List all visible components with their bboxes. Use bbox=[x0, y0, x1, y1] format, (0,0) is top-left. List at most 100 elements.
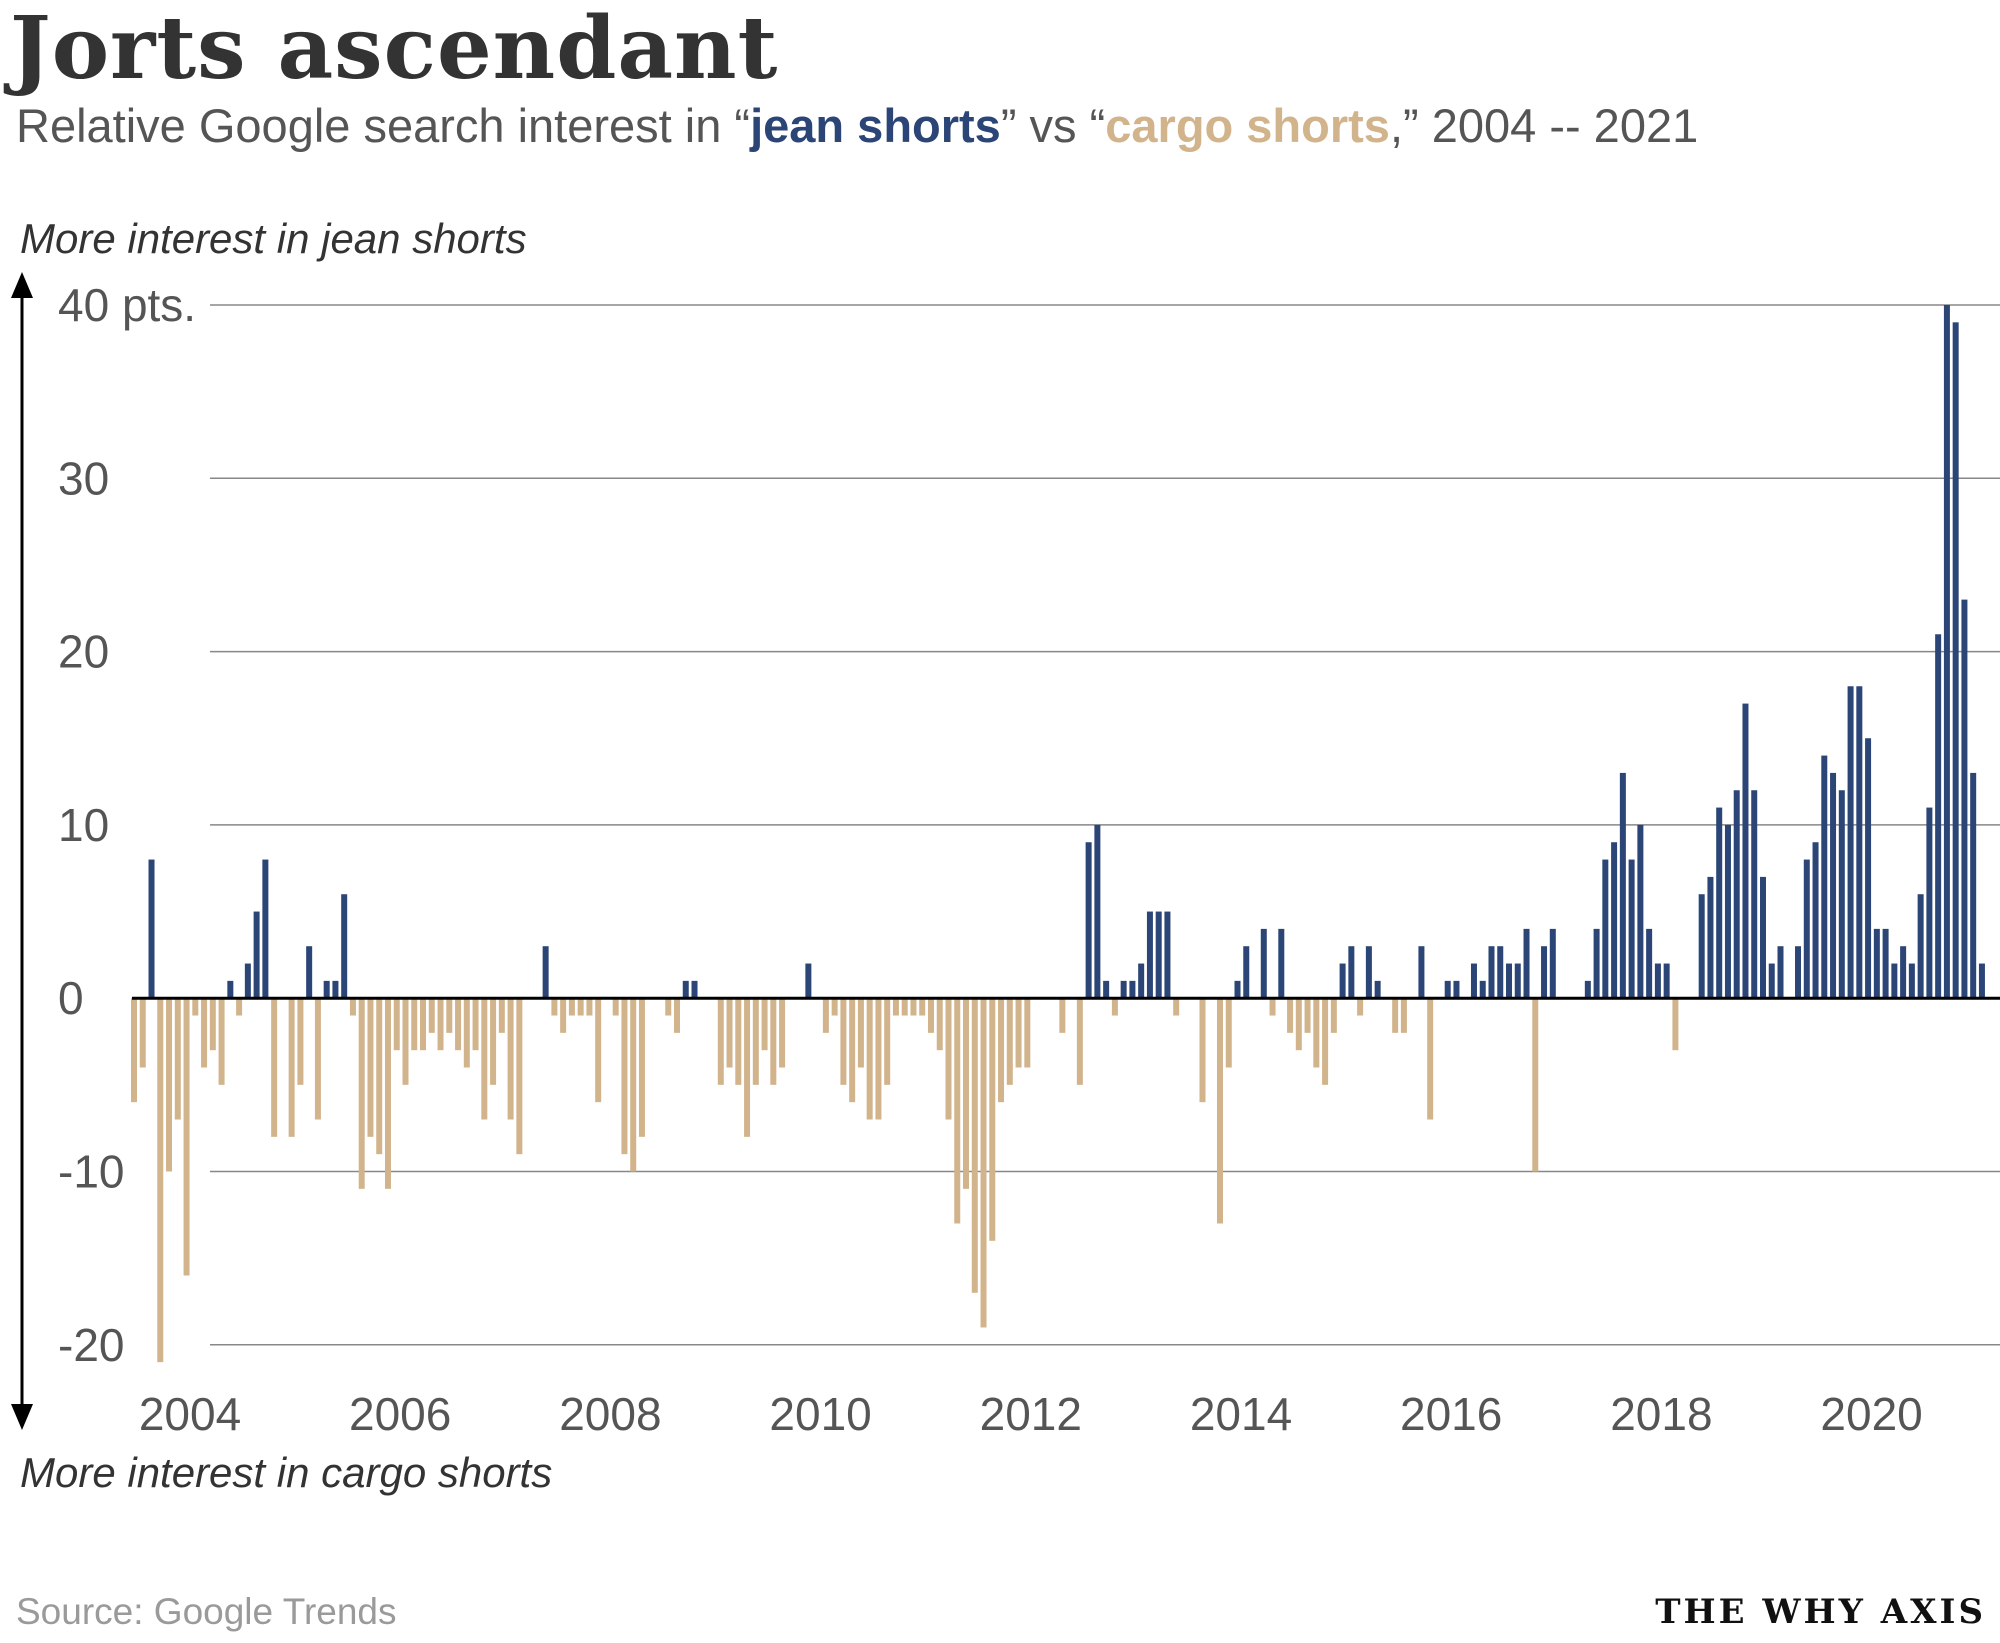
bar-cargo-shorts bbox=[1269, 998, 1276, 1016]
bar-cargo-shorts bbox=[490, 998, 497, 1085]
bar-cargo-shorts bbox=[1322, 998, 1329, 1085]
bar-cargo-shorts bbox=[674, 998, 680, 1033]
x-tick-label: 2004 bbox=[139, 1388, 241, 1440]
bar-jean-shorts bbox=[1593, 928, 1600, 999]
bar-cargo-shorts bbox=[1216, 998, 1223, 1224]
bar-cargo-shorts bbox=[927, 998, 934, 1033]
bar-jean-shorts bbox=[1602, 859, 1609, 999]
bar-jean-shorts bbox=[1759, 876, 1766, 999]
bar-cargo-shorts bbox=[201, 998, 208, 1068]
bar-jean-shorts bbox=[1646, 928, 1653, 999]
bar-jean-shorts bbox=[1584, 980, 1591, 999]
bar-cargo-shorts bbox=[1400, 998, 1407, 1033]
bar-cargo-shorts bbox=[498, 998, 505, 1033]
bar-cargo-shorts bbox=[551, 998, 558, 1016]
bar-cargo-shorts bbox=[271, 998, 278, 1137]
bar-cargo-shorts bbox=[638, 998, 645, 1137]
subtitle-cargo-label: cargo shorts bbox=[1105, 99, 1390, 152]
bar-jean-shorts bbox=[1952, 322, 1959, 999]
bar-jean-shorts bbox=[1453, 980, 1460, 999]
annotation-cargo-direction: More interest in cargo shorts bbox=[20, 1449, 553, 1496]
bar-jean-shorts bbox=[1628, 859, 1635, 999]
bar-cargo-shorts bbox=[936, 998, 943, 1051]
grid-lines bbox=[210, 304, 2000, 1346]
bar-cargo-shorts bbox=[857, 998, 864, 1068]
bar-jean-shorts bbox=[148, 859, 155, 999]
bar-cargo-shorts bbox=[349, 998, 356, 1016]
y-tick-label: 10 bbox=[58, 799, 109, 851]
bar-cargo-shorts bbox=[516, 998, 523, 1155]
y-tick-label: 40 pts. bbox=[58, 279, 196, 331]
bar-jean-shorts bbox=[1365, 946, 1372, 999]
bar-cargo-shorts bbox=[218, 998, 225, 1085]
bar-jean-shorts bbox=[1847, 686, 1854, 999]
bar-jean-shorts bbox=[323, 980, 330, 999]
bar-cargo-shorts bbox=[1173, 998, 1180, 1016]
brand-logo: THE WHY AXIS bbox=[1655, 1592, 1986, 1632]
bar-jean-shorts bbox=[1961, 599, 1968, 999]
bar-cargo-shorts bbox=[1015, 998, 1022, 1068]
subtitle-middle: ” vs “ bbox=[1000, 99, 1106, 152]
bar-cargo-shorts bbox=[630, 998, 637, 1172]
bar-jean-shorts bbox=[1830, 772, 1837, 999]
bar-jean-shorts bbox=[1803, 859, 1810, 999]
bar-cargo-shorts bbox=[376, 998, 383, 1155]
bar-jean-shorts bbox=[542, 946, 549, 999]
bar-jean-shorts bbox=[1716, 807, 1723, 999]
bar-jean-shorts bbox=[1085, 842, 1092, 999]
bar-jean-shorts bbox=[1724, 824, 1731, 999]
bar-jean-shorts bbox=[1611, 842, 1618, 999]
bar-jean-shorts bbox=[1155, 911, 1162, 999]
bar-cargo-shorts bbox=[1330, 998, 1337, 1033]
bar-jean-shorts bbox=[1873, 928, 1880, 999]
bar-cargo-shorts bbox=[919, 998, 926, 1016]
subtitle-prefix: Relative Google search interest in “ bbox=[16, 99, 751, 152]
bar-cargo-shorts bbox=[472, 998, 479, 1051]
bar-jean-shorts bbox=[1795, 946, 1802, 999]
bar-jean-shorts bbox=[1742, 703, 1749, 999]
bar-cargo-shorts bbox=[288, 998, 295, 1137]
bar-jean-shorts bbox=[1856, 686, 1863, 999]
bar-cargo-shorts bbox=[1532, 998, 1539, 1172]
bar-cargo-shorts bbox=[595, 998, 602, 1103]
y-tick-labels: 40 pts. 30 20 10 0 -10 -20 bbox=[58, 279, 196, 1371]
bar-jean-shorts bbox=[244, 963, 251, 999]
x-tick-label: 2008 bbox=[559, 1388, 661, 1440]
subtitle-suffix: ,” 2004 -- 2021 bbox=[1389, 99, 1699, 152]
bar-cargo-shorts bbox=[901, 998, 908, 1016]
chart-subtitle: Relative Google search interest in “jean… bbox=[16, 98, 1698, 154]
x-tick-label: 2018 bbox=[1610, 1388, 1712, 1440]
bar-cargo-shorts bbox=[1357, 998, 1364, 1016]
bar-cargo-shorts bbox=[892, 998, 899, 1016]
bar-cargo-shorts bbox=[621, 998, 628, 1155]
bar-cargo-shorts bbox=[507, 998, 514, 1120]
bar-jean-shorts bbox=[1523, 928, 1530, 999]
bar-cargo-shorts bbox=[1225, 998, 1232, 1068]
bar-jean-shorts bbox=[1514, 963, 1521, 999]
bar-jean-shorts bbox=[1707, 876, 1714, 999]
bar-cargo-shorts bbox=[358, 998, 365, 1189]
bar-jean-shorts bbox=[1777, 946, 1784, 999]
bar-jean-shorts bbox=[1479, 980, 1486, 999]
source-note: Source: Google Trends bbox=[16, 1591, 397, 1632]
x-tick-label: 2006 bbox=[349, 1388, 451, 1440]
bar-series bbox=[131, 305, 1985, 1363]
bar-cargo-shorts bbox=[577, 998, 584, 1016]
y-tick-label: 20 bbox=[58, 626, 109, 678]
bar-cargo-shorts bbox=[463, 998, 470, 1068]
bar-cargo-shorts bbox=[779, 998, 786, 1068]
bar-jean-shorts bbox=[805, 963, 812, 999]
bar-cargo-shorts bbox=[174, 998, 181, 1120]
bar-cargo-shorts bbox=[945, 998, 952, 1120]
bar-jean-shorts bbox=[253, 911, 260, 999]
bar-jean-shorts bbox=[1935, 634, 1942, 999]
bar-jean-shorts bbox=[1821, 755, 1828, 999]
bar-jean-shorts bbox=[1619, 772, 1626, 999]
bar-cargo-shorts bbox=[1076, 998, 1083, 1085]
bar-jean-shorts bbox=[1926, 807, 1933, 999]
bar-cargo-shorts bbox=[437, 998, 444, 1051]
bar-jean-shorts bbox=[691, 980, 698, 999]
bar-cargo-shorts bbox=[1304, 998, 1311, 1033]
bar-cargo-shorts bbox=[726, 998, 733, 1068]
bar-jean-shorts bbox=[1260, 928, 1267, 999]
